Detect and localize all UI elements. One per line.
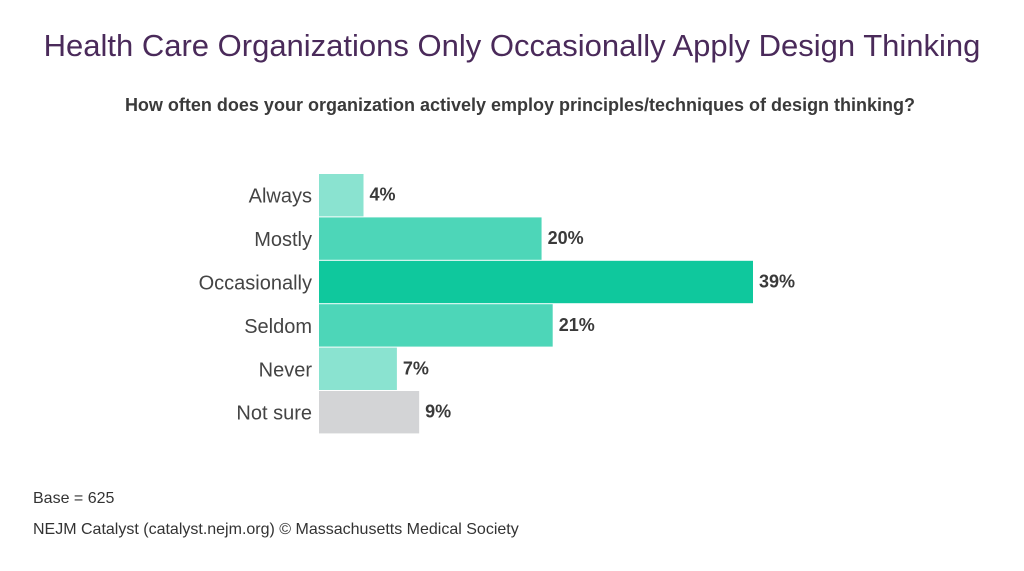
chart-subtitle: How often does your organization activel… (124, 95, 916, 115)
category-label-occasionally: Occasionally (199, 273, 312, 295)
value-label-never: 7% (403, 358, 429, 378)
bar-never (319, 347, 397, 390)
category-label-always: Always (249, 186, 312, 208)
bar-always (319, 174, 364, 217)
bar-occasionally (319, 260, 753, 304)
base-note: Base = 625 (33, 490, 115, 507)
source-note: NEJM Catalyst (catalyst.nejm.org) © Mass… (33, 521, 519, 538)
category-label-seldom: Seldom (244, 316, 312, 338)
category-label-not-sure: Not sure (236, 403, 312, 425)
bar-mostly (319, 217, 542, 260)
value-label-seldom: 21% (559, 315, 595, 335)
value-label-occasionally: 39% (759, 272, 795, 292)
value-label-always: 4% (370, 185, 396, 205)
bar-seldom (319, 304, 553, 347)
bar-not-sure (319, 391, 420, 434)
category-label-never: Never (259, 359, 313, 381)
value-label-mostly: 20% (548, 228, 584, 248)
chart-title: Health Care Organizations Only Occasiona… (43, 28, 981, 63)
value-label-not-sure: 9% (425, 402, 451, 422)
category-label-mostly: Mostly (254, 229, 312, 251)
